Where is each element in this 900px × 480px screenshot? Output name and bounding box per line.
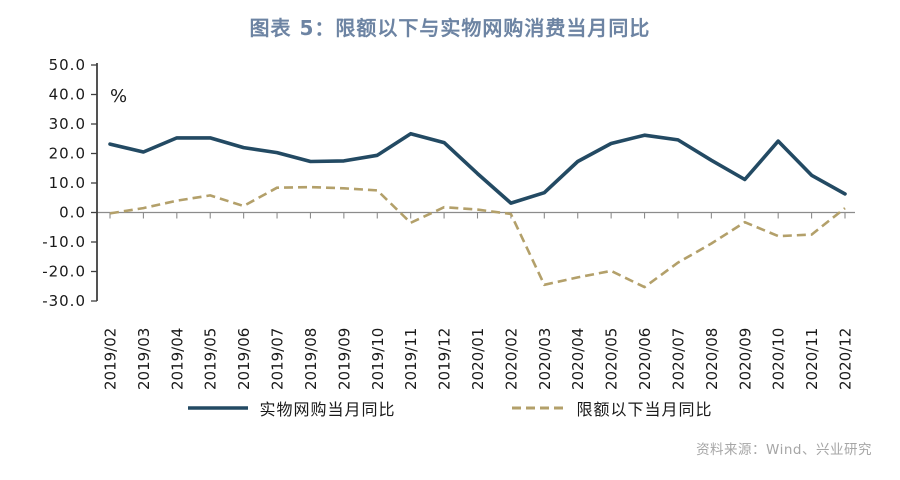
y-axis-tick-label: -20.0 (42, 263, 86, 281)
x-axis-tick-label: 2019/03 (135, 328, 153, 390)
legend-item-physical-online: 实物网购当月同比 (187, 396, 395, 420)
y-axis-tick-label: 40.0 (49, 86, 86, 104)
x-axis-tick-label: 2020/07 (669, 328, 687, 390)
x-axis-tick-label: 2019/05 (202, 328, 220, 390)
y-axis-tick-label: 30.0 (49, 115, 86, 133)
x-axis-tick-label: 2019/07 (269, 328, 287, 390)
chart-title: 图表 5：限额以下与实物网购消费当月同比 (249, 16, 651, 40)
x-axis-tick-label: 2020/08 (703, 328, 721, 390)
x-axis-tick-label: 2020/11 (803, 328, 821, 390)
x-axis-tick-label: 2019/09 (335, 328, 353, 390)
y-axis-tick-label: 20.0 (49, 145, 86, 163)
x-axis-tick-label: 2020/04 (569, 328, 587, 390)
x-axis-tick-label: 2020/02 (502, 328, 520, 390)
series-line-below-limit (109, 185, 846, 289)
legend-dashed-line-icon (511, 406, 566, 410)
source-note: 资料来源：Wind、兴业研究 (696, 442, 872, 458)
legend-label-physical-online: 实物网购当月同比 (259, 400, 396, 419)
y-axis-unit-label: % (110, 86, 127, 107)
x-axis-tick-label: 2020/03 (536, 328, 554, 390)
x-axis-tick-label: 2020/06 (636, 328, 654, 390)
legend-solid-line-icon (188, 406, 249, 410)
x-axis-tick-label: 2019/11 (402, 328, 420, 390)
y-axis-tick-label: -30.0 (42, 292, 86, 310)
legend-item-below-limit: 限额以下当月同比 (511, 396, 713, 420)
y-axis-tick-label: 10.0 (49, 174, 86, 192)
y-axis-tick-label: -10.0 (42, 233, 86, 251)
x-axis-tick-label: 2019/06 (235, 328, 253, 390)
x-axis-tick-label: 2019/02 (102, 328, 120, 390)
x-axis-tick-label: 2019/04 (168, 328, 186, 390)
x-axis-tick-label: 2020/12 (837, 328, 855, 390)
series-line-physical-online (108, 131, 847, 205)
x-axis-tick-label: 2020/10 (770, 328, 788, 390)
legend: 实物网购当月同比 限额以下当月同比 (0, 396, 900, 420)
x-axis-tick-label: 2019/10 (369, 328, 387, 390)
legend-label-below-limit: 限额以下当月同比 (576, 400, 713, 419)
x-axis-tick-label: 2019/12 (436, 328, 454, 390)
y-axis-tick-label: 50.0 (49, 56, 86, 74)
x-axis-tick-label: 2020/01 (469, 328, 487, 390)
x-axis-tick-label: 2020/09 (736, 328, 754, 390)
y-axis-tick-label: 0.0 (59, 204, 86, 222)
x-axis-tick-label: 2020/05 (603, 328, 621, 390)
x-axis-tick-label: 2019/08 (302, 328, 320, 390)
